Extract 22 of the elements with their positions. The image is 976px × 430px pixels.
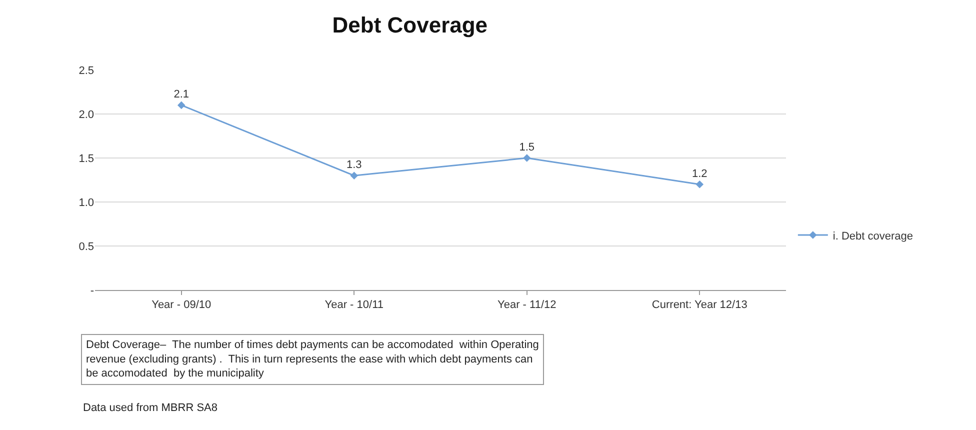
x-tick-label: Current: Year 12/13 xyxy=(652,299,748,312)
data-label: 1.3 xyxy=(346,159,362,172)
x-tick-label: Year - 09/10 xyxy=(152,299,212,312)
y-tick-label: 1.0 xyxy=(78,196,94,209)
x-tick-label: Year - 11/12 xyxy=(498,299,556,312)
point xyxy=(177,101,186,110)
chart-title: Debt Coverage xyxy=(332,12,488,38)
point xyxy=(696,180,704,188)
data-label: 2.1 xyxy=(174,88,190,101)
text: Data used from MBRR SA8 xyxy=(83,402,218,414)
data-label: 1.5 xyxy=(519,142,535,154)
point xyxy=(350,172,358,180)
text: Debt Coverage– The number of times debt payments can be accomodated within Operating revenue (excluding grants) . This in turn represents the ease with which debt payments can be accomodated by the municipality xyxy=(86,339,539,380)
y-tick-label: - xyxy=(90,284,94,297)
y-tick-label: 2.0 xyxy=(78,108,94,121)
data-label: 1.2 xyxy=(692,168,708,180)
y-tick-label: 1.5 xyxy=(78,152,94,165)
legend-label: i. Debt coverage xyxy=(832,230,914,242)
point xyxy=(522,154,531,162)
y-tick-label: 2.5 xyxy=(78,64,94,77)
y-tick-label: 0.5 xyxy=(78,240,94,253)
x-tick-label: Year - 10/11 xyxy=(324,299,384,312)
